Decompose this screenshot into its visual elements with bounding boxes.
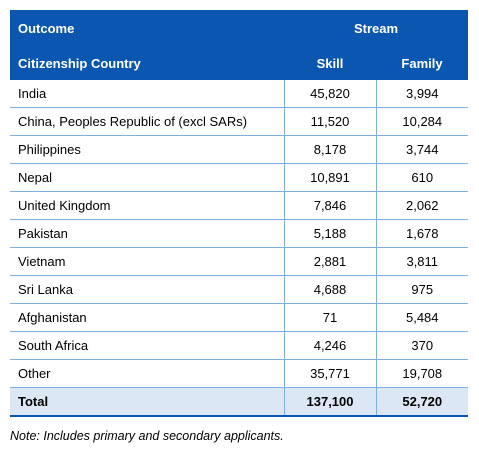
- table-row: Sri Lanka 4,688 975: [10, 275, 469, 304]
- table-row: India 45,820 3,994: [10, 80, 469, 108]
- country-cell: United Kingdom: [10, 191, 285, 220]
- country-cell: India: [10, 80, 285, 108]
- family-cell: 19,708: [376, 359, 469, 388]
- country-cell: Other: [10, 359, 285, 388]
- family-cell: 975: [376, 275, 469, 304]
- country-cell: Afghanistan: [10, 303, 285, 332]
- family-cell: 610: [376, 163, 469, 192]
- skill-cell: 8,178: [284, 135, 377, 164]
- skill-cell: 2,881: [284, 247, 377, 276]
- table-body: India 45,820 3,994 China, Peoples Republ…: [10, 80, 469, 417]
- skill-cell: 10,891: [284, 163, 377, 192]
- table-note: Note: Includes primary and secondary app…: [10, 429, 284, 443]
- table-row: China, Peoples Republic of (excl SARs) 1…: [10, 107, 469, 136]
- family-header: Family: [376, 46, 469, 80]
- skill-cell: 4,688: [284, 275, 377, 304]
- stream-header: Stream: [284, 10, 469, 46]
- skill-cell: 11,520: [284, 107, 377, 136]
- skill-cell: 5,188: [284, 219, 377, 248]
- total-skill: 137,100: [284, 387, 377, 417]
- country-cell: Pakistan: [10, 219, 285, 248]
- country-cell: Vietnam: [10, 247, 285, 276]
- family-cell: 10,284: [376, 107, 469, 136]
- country-cell: Sri Lanka: [10, 275, 285, 304]
- table-row: Other 35,771 19,708: [10, 359, 469, 388]
- header-row-bottom: Citizenship Country Skill Family: [10, 46, 469, 80]
- country-cell: South Africa: [10, 331, 285, 360]
- citizenship-stream-table: Outcome Stream Citizenship Country Skill…: [10, 10, 469, 417]
- outcome-header: Outcome: [10, 10, 284, 46]
- family-cell: 3,744: [376, 135, 469, 164]
- table-row: South Africa 4,246 370: [10, 331, 469, 360]
- country-cell: Nepal: [10, 163, 285, 192]
- skill-cell: 71: [284, 303, 377, 332]
- total-family: 52,720: [376, 387, 469, 417]
- skill-header: Skill: [284, 46, 376, 80]
- country-cell: Philippines: [10, 135, 285, 164]
- table-row: Philippines 8,178 3,744: [10, 135, 469, 164]
- skill-cell: 4,246: [284, 331, 377, 360]
- family-cell: 5,484: [376, 303, 469, 332]
- family-cell: 3,994: [376, 80, 469, 108]
- total-label: Total: [10, 387, 285, 417]
- family-cell: 2,062: [376, 191, 469, 220]
- skill-cell: 7,846: [284, 191, 377, 220]
- skill-cell: 45,820: [284, 80, 377, 108]
- family-cell: 370: [376, 331, 469, 360]
- country-cell: China, Peoples Republic of (excl SARs): [10, 107, 285, 136]
- family-cell: 1,678: [376, 219, 469, 248]
- table-row: Afghanistan 71 5,484: [10, 303, 469, 332]
- table-header: Outcome Stream Citizenship Country Skill…: [10, 10, 469, 80]
- family-cell: 3,811: [376, 247, 469, 276]
- total-row: Total 137,100 52,720: [10, 387, 469, 417]
- table-row: Pakistan 5,188 1,678: [10, 219, 469, 248]
- table-row: United Kingdom 7,846 2,062: [10, 191, 469, 220]
- table-row: Vietnam 2,881 3,811: [10, 247, 469, 276]
- skill-cell: 35,771: [284, 359, 377, 388]
- table-row: Nepal 10,891 610: [10, 163, 469, 192]
- country-header: Citizenship Country: [10, 46, 284, 80]
- table-container: Outcome Stream Citizenship Country Skill…: [10, 10, 469, 443]
- header-row-top: Outcome Stream: [10, 10, 469, 46]
